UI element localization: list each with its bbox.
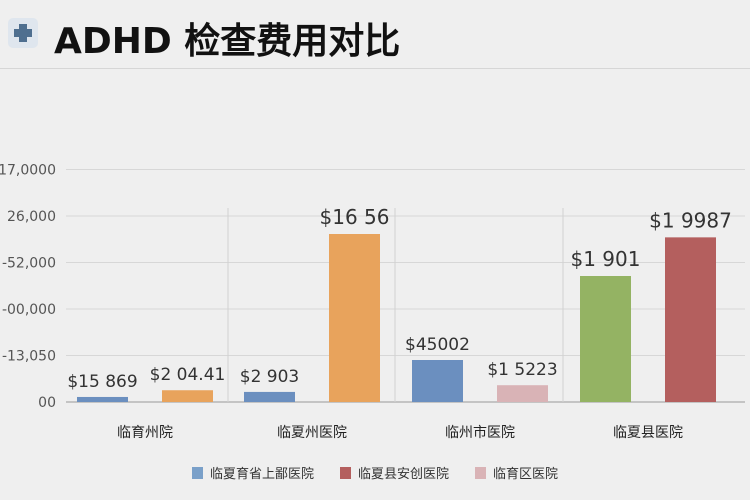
legend-item: 临育区医院 (475, 463, 558, 482)
bar-value-label: $1 901 (571, 247, 641, 271)
bar (497, 385, 548, 402)
legend-swatch (191, 466, 203, 479)
legend-label: 临育区医院 (493, 467, 559, 482)
medical-cross-icon (8, 18, 38, 48)
chart-legend: 临夏育省上鄙医院 临夏县安创医院 临育区医院 (0, 463, 750, 482)
y-tick-label: -52,000 (2, 256, 56, 272)
bar (162, 390, 213, 402)
legend-swatch (339, 466, 351, 479)
bar-value-label: $1 9987 (649, 208, 732, 232)
bar-value-label: $16 56 (320, 205, 390, 229)
y-tick-label: -00,000 (2, 302, 56, 318)
bar (329, 234, 380, 402)
legend-label: 临夏育省上鄙医院 (209, 467, 314, 482)
bar-chart: 00 -13,050 -00,000 -52,000 26,000 17,0000 $15 … (0, 163, 745, 441)
bar (77, 396, 128, 402)
y-tick-label: 26,000 (7, 209, 56, 225)
bar-value-label: $15 869 (67, 372, 137, 392)
bar-value-label: $1 5223 (487, 360, 557, 380)
x-tick-label: 临夏州医院 (277, 425, 347, 441)
bar (412, 360, 463, 402)
bar-value-label: $2 04.41 (150, 365, 226, 385)
x-tick-label: 临育州院 (117, 425, 173, 441)
bar-value-label: $45002 (405, 335, 470, 355)
legend-swatch (475, 466, 486, 479)
x-tick-label: 临州市医院 (445, 424, 515, 441)
page-title: ADHD 检查费用对比 (54, 21, 401, 62)
bar-value-label: $2 903 (240, 367, 299, 387)
legend-item: 临夏县安创医院 (339, 463, 449, 482)
header-bar: ADHD 检查费用对比 (0, 0, 750, 69)
x-tick-label: 临夏县医院 (613, 425, 683, 441)
legend-label: 临夏县安创医院 (357, 467, 449, 482)
bar (665, 237, 716, 402)
legend-item: 临夏育省上鄙医院 (191, 463, 314, 482)
y-tick-label: 00 (38, 395, 56, 411)
y-tick-label: -13,050 (2, 349, 56, 365)
y-tick-label: 17,0000 (0, 163, 56, 179)
bar (580, 276, 631, 402)
bar (244, 391, 295, 402)
